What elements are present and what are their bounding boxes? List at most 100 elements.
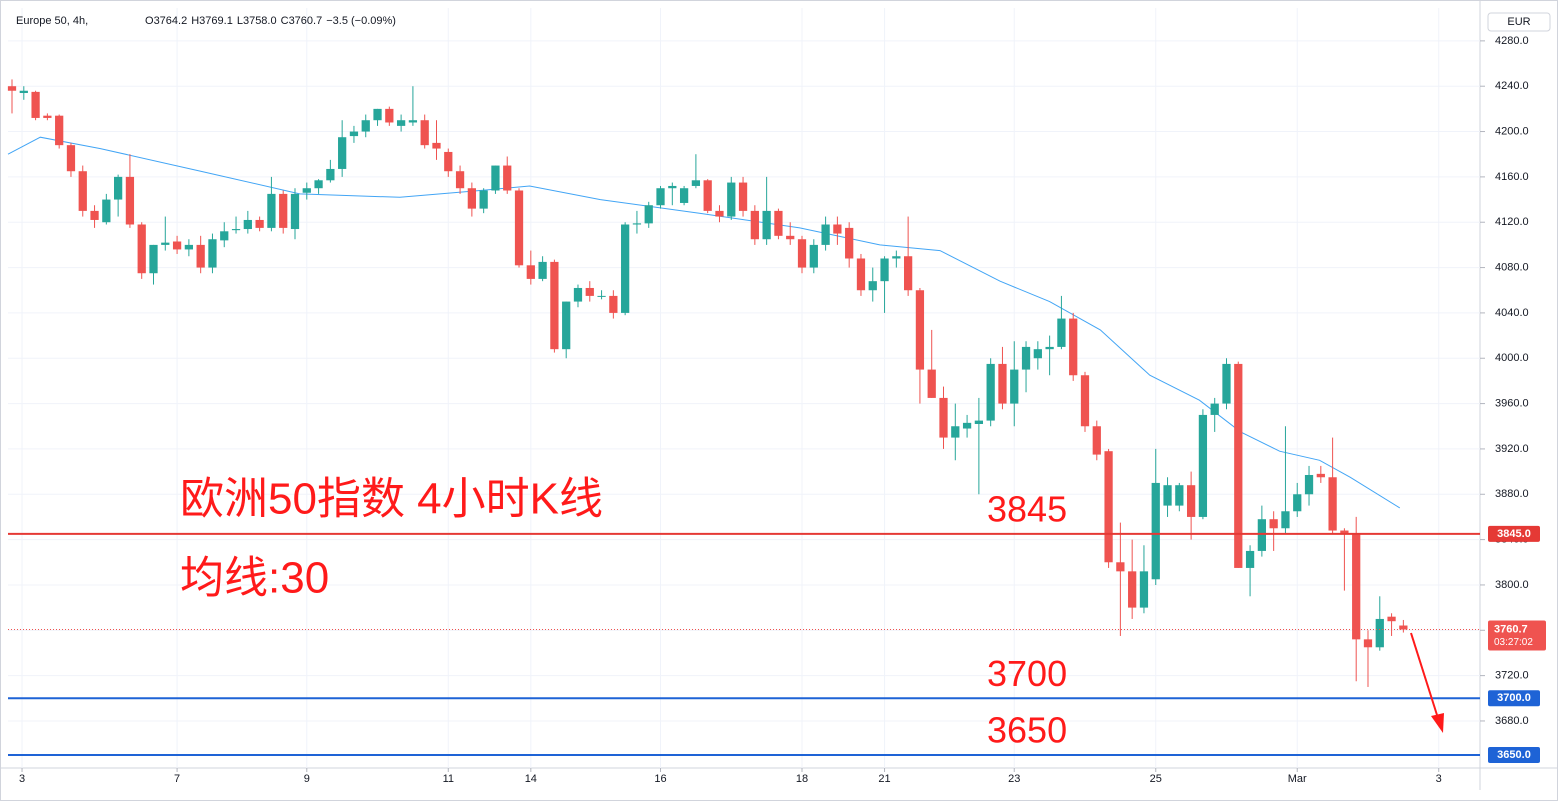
candle-body	[1304, 474, 1314, 495]
candle-body	[90, 210, 99, 220]
ohlc-key: H	[191, 15, 199, 27]
candle-body	[774, 210, 783, 236]
candle-body	[231, 229, 241, 231]
x-tick-label: 21	[878, 773, 890, 785]
candle-body	[1104, 451, 1113, 563]
candle-body	[1033, 349, 1042, 359]
candle-body	[1340, 530, 1349, 534]
candle-body	[161, 242, 170, 245]
candle-body	[1281, 511, 1290, 529]
candle-body	[385, 108, 394, 123]
candle-body	[915, 290, 925, 370]
candle-body	[255, 219, 264, 228]
candle-body	[1080, 375, 1090, 427]
y-tick-label: 4200.0	[1495, 125, 1529, 137]
arrow-head	[1431, 713, 1444, 733]
y-tick-label: 4000.0	[1495, 352, 1529, 364]
candle-body	[904, 256, 913, 291]
currency: EUR	[1507, 16, 1530, 28]
candle-body	[43, 115, 52, 118]
candle-body	[1069, 318, 1078, 376]
candle-body	[738, 182, 748, 211]
currency-box[interactable]	[1487, 12, 1551, 32]
level-badge	[1488, 525, 1540, 542]
candle-body	[668, 185, 677, 189]
chart-annotation: 均线:30	[180, 554, 329, 603]
candle-body	[1234, 363, 1243, 568]
candle-body	[243, 219, 252, 230]
candle-body	[1210, 403, 1219, 415]
ohlc-value: 3760.7	[289, 15, 323, 27]
candle-body	[986, 363, 995, 421]
candle-body	[939, 397, 948, 438]
x-tick-label: 7	[174, 773, 180, 785]
candle-body	[632, 223, 642, 225]
candle-body	[562, 301, 571, 350]
candle-body	[927, 369, 936, 398]
candle-body	[727, 182, 736, 217]
candle-body	[420, 120, 429, 146]
y-tick-label: 3880.0	[1495, 488, 1529, 500]
candle-body	[396, 120, 406, 126]
ohlc-key: C	[281, 15, 289, 27]
candle-body	[974, 420, 984, 424]
candle-body	[1021, 346, 1031, 370]
candle-body	[432, 142, 441, 149]
y-tick-label: 4080.0	[1495, 261, 1529, 273]
candle-body	[1186, 485, 1196, 517]
candle-body	[55, 115, 64, 146]
level-annotation: 3650	[987, 709, 1067, 750]
candle-body	[514, 190, 524, 266]
candle-body	[78, 171, 87, 211]
candle-body	[149, 244, 158, 274]
candle-body	[444, 151, 453, 172]
candle-body	[267, 193, 276, 228]
countdown-label: 03:27:02	[1494, 637, 1533, 648]
candle-body	[1352, 533, 1361, 640]
candle-body	[1198, 414, 1208, 517]
candle-body	[338, 137, 347, 169]
change-label: −3.5 (−0.09%)	[326, 15, 396, 27]
ohlc-value: 3769.1	[199, 15, 233, 27]
level-badge-label: 3700.0	[1497, 692, 1531, 704]
candle-body	[467, 188, 476, 209]
candle-body	[1128, 571, 1137, 608]
candle-body	[290, 193, 300, 230]
candle-body	[1387, 616, 1396, 622]
candle-body	[703, 180, 712, 211]
candle-body	[31, 91, 40, 118]
y-tick-label: 3960.0	[1495, 397, 1529, 409]
y-tick-label: 4280.0	[1495, 35, 1529, 47]
symbol-label: Europe 50, 4h,	[16, 15, 88, 27]
plot: 3680.03720.03760.03800.03840.03880.03920…	[7, 8, 1529, 785]
candle-body	[1257, 519, 1266, 551]
candle-body	[845, 227, 854, 259]
candle-body	[137, 224, 146, 274]
candle-body	[220, 231, 229, 241]
candle-body	[998, 363, 1007, 404]
x-tick-label: 18	[796, 773, 808, 785]
candle-body	[1057, 318, 1066, 347]
candle-body	[691, 180, 701, 186]
moving-average	[7, 136, 1401, 509]
last-price-badge	[1488, 620, 1546, 651]
x-tick-label: 3	[19, 773, 25, 785]
x-tick-label: 3	[1436, 773, 1442, 785]
level-badge-label: 3650.0	[1497, 749, 1531, 761]
candle-body	[609, 295, 618, 313]
candle-body	[962, 422, 972, 429]
candle-body	[679, 188, 689, 203]
candle-body	[892, 256, 901, 259]
candle-body	[314, 180, 323, 189]
x-tick-label: Mar	[1288, 773, 1307, 785]
candle-body	[184, 244, 194, 250]
candle-body	[1363, 639, 1373, 648]
candle-body	[762, 210, 771, 240]
candle-body	[786, 235, 795, 240]
candle-body	[1375, 618, 1384, 648]
candle-body	[408, 120, 418, 123]
candle-body	[349, 131, 359, 137]
candle-body	[715, 210, 724, 217]
candle-body	[1151, 482, 1160, 580]
